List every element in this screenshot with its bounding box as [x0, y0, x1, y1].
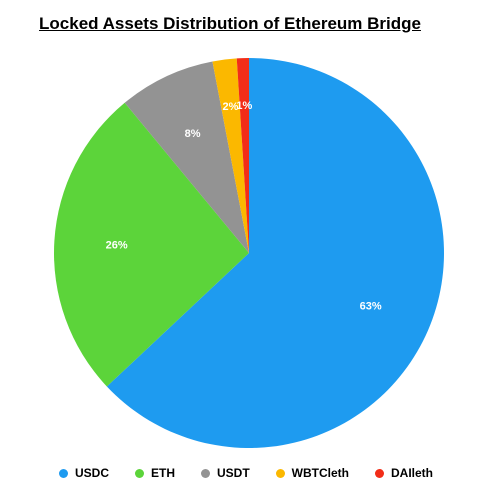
legend: USDC ETH USDT WBTCleth DAIleth	[0, 466, 492, 480]
legend-swatch	[135, 468, 144, 478]
legend-label: USDC	[74, 466, 109, 480]
legend-swatch	[201, 468, 210, 478]
pie-slice-daileth	[236, 58, 249, 253]
data-label-eth: 26%	[106, 240, 128, 252]
data-label-wbtcleth: 2%	[222, 101, 238, 113]
legend-swatch	[375, 468, 384, 478]
pie-slice-usdt	[124, 61, 249, 254]
pie-slice-usdc	[106, 58, 444, 448]
legend-item-wbtcleth: WBTCleth	[275, 466, 349, 480]
legend-label: ETH	[151, 466, 175, 480]
legend-label: USDT	[217, 466, 250, 480]
legend-item-usdt: USDT	[201, 466, 250, 480]
legend-item-eth: ETH	[135, 466, 175, 480]
legend-swatch	[58, 468, 68, 478]
legend-label: DAIleth	[391, 466, 433, 480]
legend-item-daileth: DAIleth	[375, 466, 433, 480]
pie-chart: 63% 26% 8% 2%1%	[54, 58, 444, 448]
legend-label: WBTCleth	[291, 466, 349, 480]
pie-slice-wbtcleth	[212, 58, 249, 253]
data-label-daileth: 1%	[236, 100, 252, 112]
pie-slice-eth	[54, 102, 249, 387]
legend-swatch	[275, 468, 285, 478]
data-label-usdt: 8%	[185, 128, 201, 140]
legend-item-usdc: USDC	[58, 466, 109, 480]
data-label-usdc: 63%	[360, 301, 382, 313]
chart-title: Locked Assets Distribution of Ethereum B…	[39, 14, 421, 33]
